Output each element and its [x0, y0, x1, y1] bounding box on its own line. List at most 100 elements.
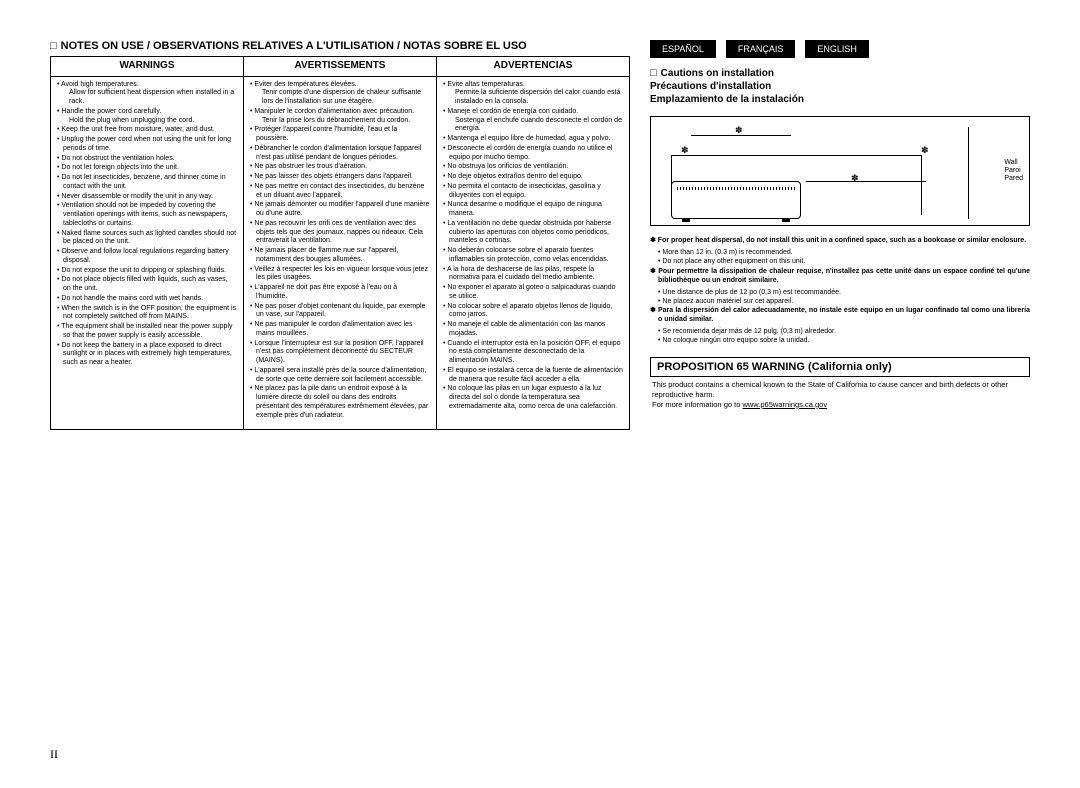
advertencias-list: Evite altas temperaturas.Permite la sufi… — [443, 81, 623, 412]
prop65-body: This product contains a chemical known t… — [650, 377, 1030, 412]
avertissements-column: AVERTISSEMENTS Eviter des températures é… — [244, 57, 437, 429]
warnings-table: WARNINGS Avoid high temperatures.Allow f… — [50, 56, 630, 430]
dispersal-note: ✽ For proper heat dispersal, do not inst… — [650, 236, 1030, 245]
list-item: Débrancher le cordon d'alimentation lors… — [250, 145, 430, 163]
vline-right — [921, 155, 922, 215]
list-item: No obstruya los orificios de ventilación… — [443, 163, 623, 172]
list-item: Ne jamais placer de flamme nue sur l'app… — [250, 247, 430, 265]
list-item: No maneje el cable de alimentación con l… — [443, 321, 623, 339]
list-item: Maneje el cordón de energía con cuidado.… — [443, 108, 623, 134]
wall-labels: Wall Paroi Pared — [1004, 159, 1023, 182]
list-item: Do not let foreign objects into the unit… — [57, 164, 237, 173]
notes-on-use-section: NOTES ON USE / OBSERVATIONS RELATIVES A … — [50, 40, 630, 430]
cautions-heading: Cautions on installation Précautions d'i… — [650, 66, 1030, 106]
prop65-link[interactable]: www.p65warnings.ca.gov — [742, 400, 827, 409]
list-item: Ne pas mettre en contact des insecticide… — [250, 183, 430, 201]
list-item: Observe and follow local regulations reg… — [57, 248, 237, 266]
ast-side: ✽ — [851, 173, 859, 184]
list-item: Nunca desarme o modifique el equipo de n… — [443, 201, 623, 219]
list-item: Ne pas recouvrir les orifi ces de ventil… — [250, 220, 430, 246]
prop65-heading: PROPOSITION 65 WARNING (California only) — [650, 357, 1030, 377]
list-item: Lorsque l'interrupteur est sur la positi… — [250, 340, 430, 366]
page-number: II — [50, 747, 58, 762]
unit-icon — [671, 181, 801, 219]
notes-heading: NOTES ON USE / OBSERVATIONS RELATIVES A … — [50, 40, 630, 56]
hline-top — [691, 135, 791, 136]
list-item: Desconecte el cordón de energía cuando n… — [443, 145, 623, 163]
list-item: Naked flame sources such as lighted cand… — [57, 230, 237, 248]
advertencias-column: ADVERTENCIAS Evite altas temperaturas.Pe… — [437, 57, 629, 429]
cautions-es: Emplazamiento de la instalación — [650, 94, 804, 105]
tab-francais[interactable]: FRANÇAIS — [726, 40, 796, 58]
list-item: Do not handle the mains cord with wet ha… — [57, 295, 237, 304]
list-item: No coloque las pilas en un lugar expuest… — [443, 385, 623, 411]
prop65-text: This product contains a chemical known t… — [652, 380, 1008, 399]
wall-en: Wall — [1004, 159, 1017, 166]
prop65-section: PROPOSITION 65 WARNING (California only)… — [650, 357, 1030, 412]
list-item: Ventilation should not be impeded by cov… — [57, 202, 237, 228]
dispersal-bullet: No coloque ningún otro equipo sobre la u… — [650, 336, 1030, 345]
dispersal-bullet: Se recomienda dejar más de 12 pulg. (0,3… — [650, 327, 1030, 336]
dispersal-bullet: Ne placez aucun matériel sur cet apparei… — [650, 297, 1030, 306]
list-item: No permita el contacto de insecticidas, … — [443, 183, 623, 201]
avertissements-head: AVERTISSEMENTS — [244, 57, 436, 77]
warnings-column: WARNINGS Avoid high temperatures.Allow f… — [51, 57, 244, 429]
list-item: Do not place objects filled with liquids… — [57, 276, 237, 294]
list-item: No exponer el aparato al goteo o salpica… — [443, 284, 623, 302]
list-item: Unplug the power cord when not using the… — [57, 136, 237, 154]
list-item-sub: Permite la suficiente dispersión del cal… — [449, 89, 623, 107]
list-item: Ne pas laisser des objets étrangers dans… — [250, 173, 430, 182]
list-item: Cuando el interruptor está en la posició… — [443, 340, 623, 366]
list-item: Do not keep the battery in a place expos… — [57, 342, 237, 368]
list-item-sub: Sostenga el enchufe cuando desconecte el… — [449, 117, 623, 135]
list-item: Manipuler le cordon d'alimentation avec … — [250, 108, 430, 126]
vline-left — [671, 155, 672, 215]
list-item-sub: Tenir compte d'une dispersion de chaleur… — [256, 89, 430, 107]
list-item: Do not obstruct the ventilation holes. — [57, 155, 237, 164]
list-item: L'appareil sera installé près de la sour… — [250, 367, 430, 385]
dispersal-bullet: Une distance de plus de 12 po (0,3 m) es… — [650, 288, 1030, 297]
list-item: Avoid high temperatures.Allow for suffic… — [57, 81, 237, 107]
hline-mid — [671, 155, 921, 156]
heat-dispersal-notes: ✽ For proper heat dispersal, do not inst… — [650, 236, 1030, 345]
list-item: Handle the power cord carefully.Hold the… — [57, 108, 237, 126]
list-item: Ne pas poser d'objet contenant du liquid… — [250, 303, 430, 321]
list-item: Never disassemble or modify the unit in … — [57, 193, 237, 202]
list-item: Veillez à respecter les lois en vigueur … — [250, 266, 430, 284]
language-tabs: ESPAÑOL FRANÇAIS ENGLISH — [650, 40, 1030, 58]
list-item: Ne pas manipuler le cordon d'alimentatio… — [250, 321, 430, 339]
list-item: Protéger l'appareil contre l'humidité, l… — [250, 126, 430, 144]
list-item: Evite altas temperaturas.Permite la sufi… — [443, 81, 623, 107]
dispersal-bullet: Do not place any other equipment on this… — [650, 257, 1030, 266]
list-item: Eviter des températures élevées.Tenir co… — [250, 81, 430, 107]
tab-english[interactable]: ENGLISH — [805, 40, 869, 58]
list-item: When the switch is in the OFF position, … — [57, 305, 237, 323]
advertencias-head: ADVERTENCIAS — [437, 57, 629, 77]
list-item: Mantenga el equipo libre de humedad, agu… — [443, 135, 623, 144]
avertissements-list: Eviter des températures élevées.Tenir co… — [250, 81, 430, 421]
list-item: No colocar sobre el aparato objetos llen… — [443, 303, 623, 321]
warnings-list: Avoid high temperatures.Allow for suffic… — [57, 81, 237, 368]
tab-espanol[interactable]: ESPAÑOL — [650, 40, 716, 58]
list-item-sub: Hold the plug when unplugging the cord. — [63, 117, 237, 126]
cautions-fr: Précautions d'installation — [650, 81, 771, 92]
dispersal-bullet: More than 12 in. (0.3 m) is recommended. — [650, 248, 1030, 257]
dispersal-note: ✽ Pour permettre la dissipation de chale… — [650, 267, 1030, 285]
list-item: La ventilación no debe quedar obstruida … — [443, 220, 623, 246]
list-item: Do not let insecticides, benzene, and th… — [57, 174, 237, 192]
cautions-en: Cautions on installation — [650, 68, 774, 79]
hline-side — [806, 181, 926, 182]
right-panel: ESPAÑOL FRANÇAIS ENGLISH Cautions on ins… — [650, 40, 1030, 430]
warnings-head: WARNINGS — [51, 57, 243, 77]
wall-line — [968, 127, 969, 219]
list-item-sub: Allow for sufficient heat dispersion whe… — [63, 89, 237, 107]
list-item-sub: Tenir la prise lors du débranchement du … — [256, 117, 430, 126]
list-item: No deberán colocarse sobre el aparato fu… — [443, 247, 623, 265]
list-item: L'appareil ne doit pas être exposé à l'e… — [250, 284, 430, 302]
list-item: Ne jamais démonter ou modifier l'apparei… — [250, 201, 430, 219]
list-item: A la hora de deshacerse de las pilas, re… — [443, 266, 623, 284]
list-item: Do not expose the unit to dripping or sp… — [57, 267, 237, 276]
clearance-diagram: ✽ ✽ ✽ ✽ Wall Paroi Pared — [650, 116, 1030, 226]
list-item: El equipo se instalará cerca de la fuent… — [443, 367, 623, 385]
list-item: The equipment shall be installed near th… — [57, 323, 237, 341]
